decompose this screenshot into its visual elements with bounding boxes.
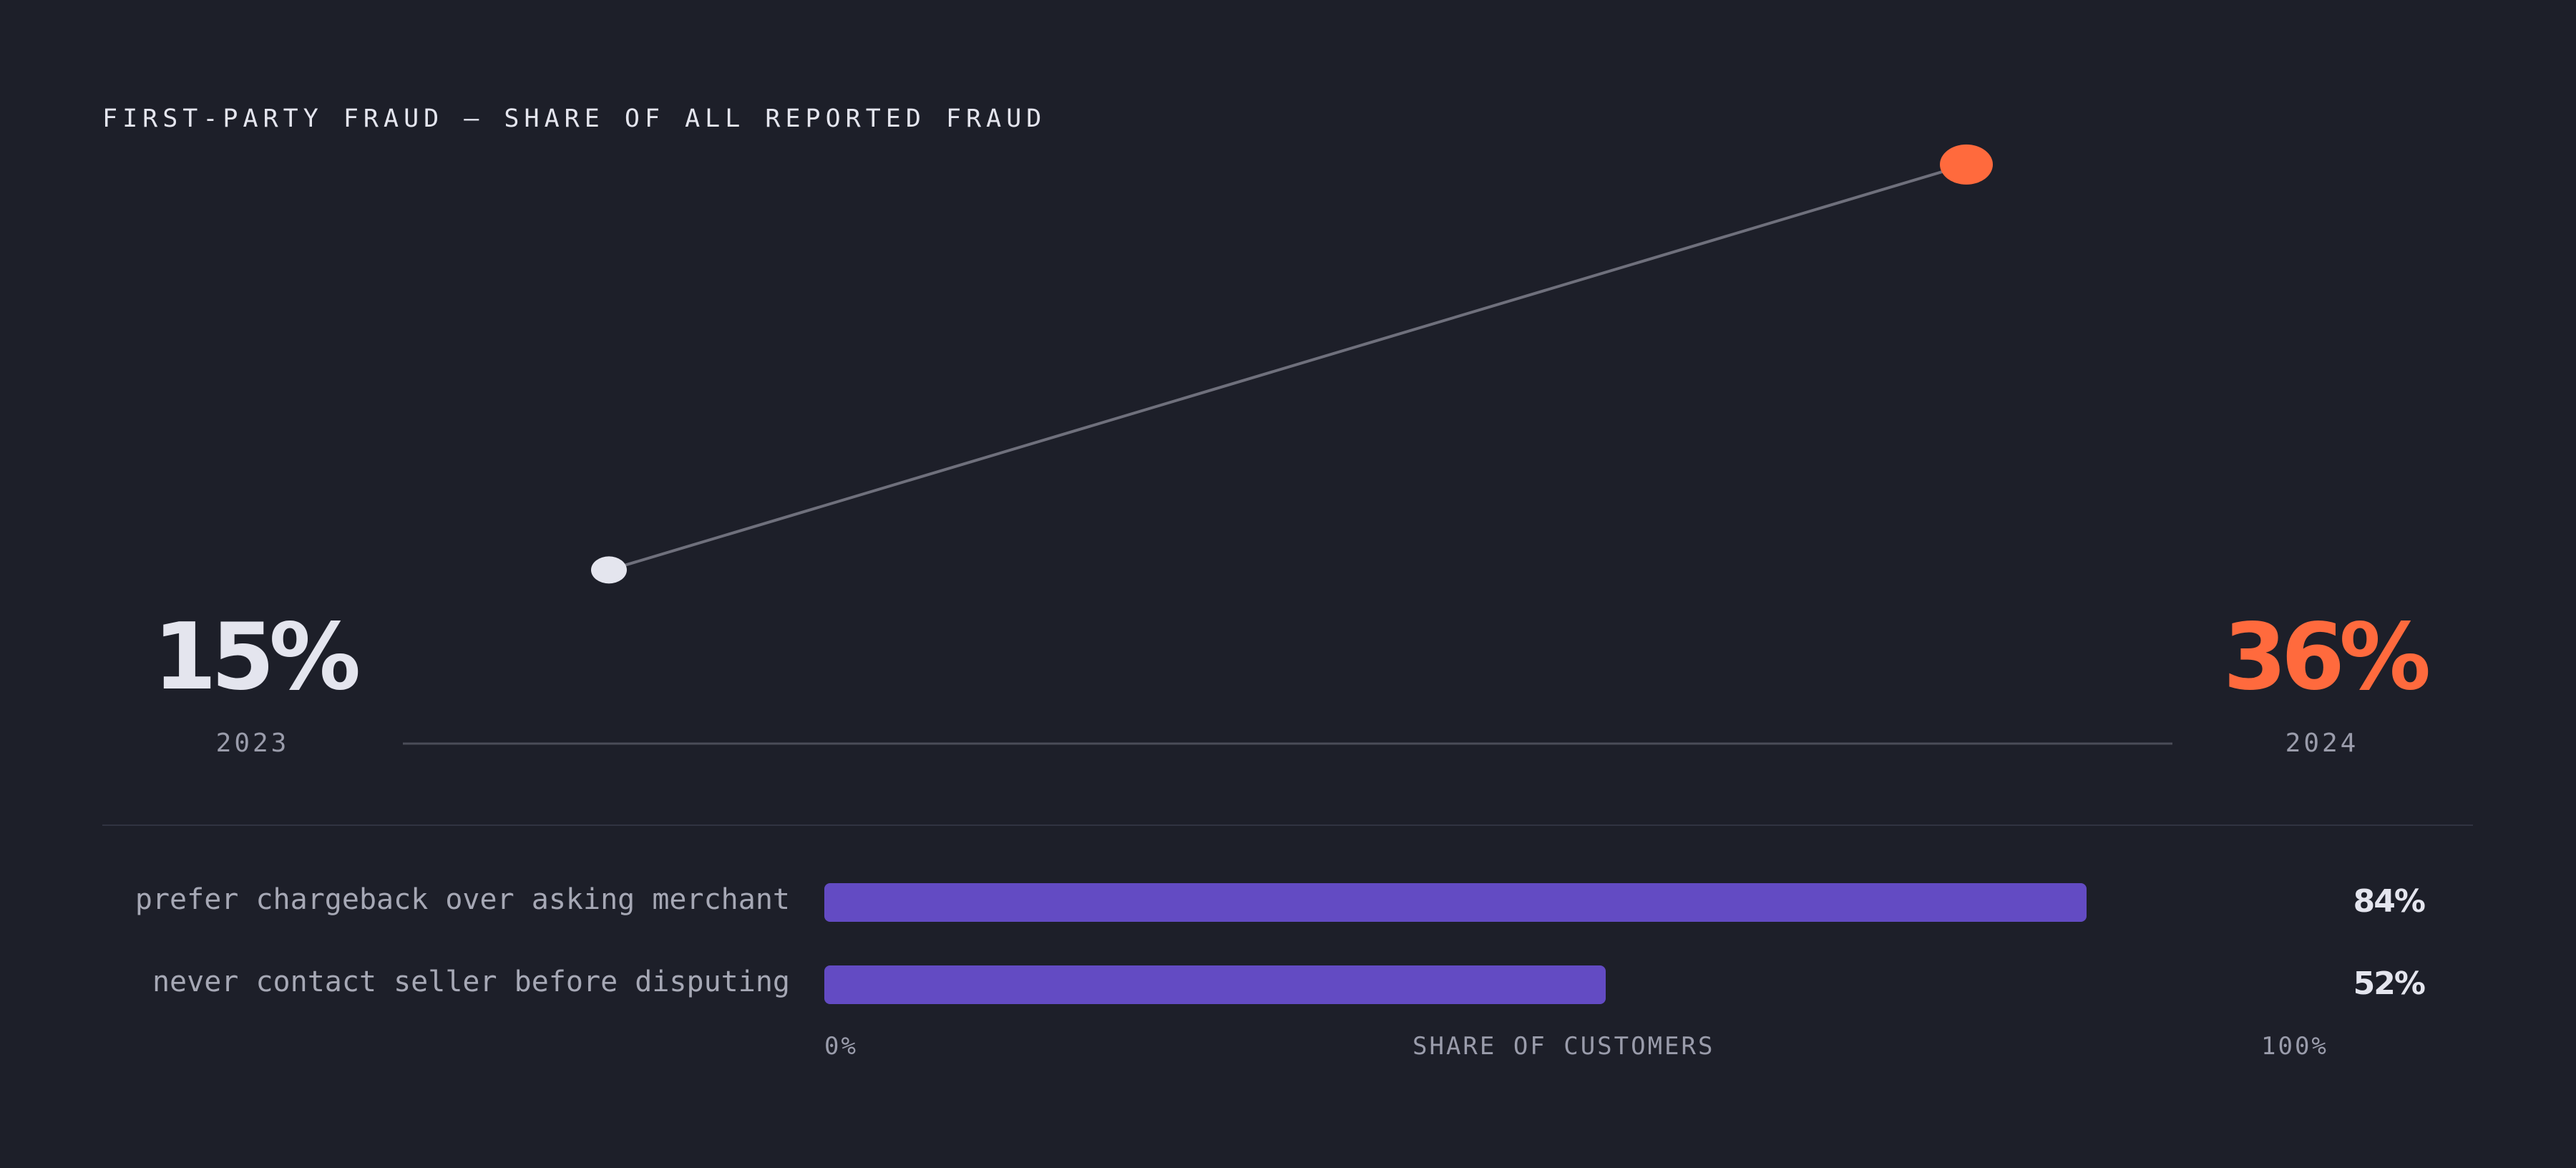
slope-connector-line	[608, 162, 1967, 572]
x-axis-title: SHARE OF CUSTOMERS	[1413, 1032, 1715, 1061]
bar-track-chargeback	[824, 883, 2327, 922]
end-value-label: 36%	[2223, 604, 2431, 711]
bar-label-no-contact: never contact seller before disputing	[152, 965, 790, 998]
data-point-2023	[591, 556, 627, 584]
bar-label-chargeback: prefer chargeback over asking merchant	[135, 883, 790, 916]
slope-chart	[403, 144, 2172, 745]
axis-tick-max: 100%	[2261, 1032, 2328, 1061]
start-value-label: 15%	[152, 604, 361, 711]
bar-chargeback	[824, 883, 2087, 922]
bar-no-contact	[824, 965, 1606, 1004]
end-year-label: 2024	[2285, 729, 2359, 758]
chart-title: FIRST-PARTY FRAUD — SHARE OF ALL REPORTE…	[102, 104, 1047, 133]
bar-value-chargeback: 84%	[2353, 883, 2426, 920]
axis-tick-min: 0%	[824, 1032, 858, 1061]
data-point-2024	[1940, 144, 1993, 185]
start-year-label: 2023	[215, 729, 290, 758]
section-divider	[102, 824, 2473, 826]
bar-value-no-contact: 52%	[2353, 965, 2426, 1002]
bar-track-no-contact	[824, 965, 2327, 1004]
